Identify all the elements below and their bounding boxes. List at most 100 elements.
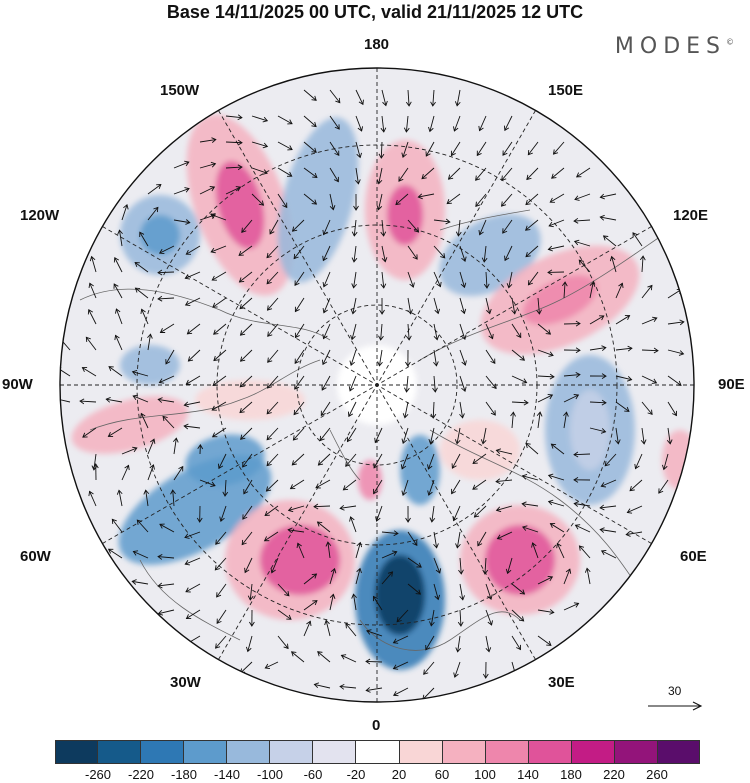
- wind-arrow-head: [578, 545, 585, 551]
- wind-arrow: [398, 167, 409, 182]
- wind-arrow-head: [455, 647, 462, 653]
- wind-arrow-head: [452, 515, 458, 522]
- wind-arrow: [525, 219, 539, 231]
- wind-arrow: [211, 271, 227, 281]
- wind-arrow: [478, 219, 487, 236]
- wind-arrow-head: [149, 438, 156, 444]
- wind-arrow: [249, 609, 255, 627]
- wind-arrow-head: [185, 614, 192, 620]
- wind-arrow-shaft: [406, 375, 409, 392]
- wind-arrow-shaft: [589, 347, 606, 351]
- colorbar-segment: [442, 740, 486, 764]
- wind-arrow: [658, 479, 669, 494]
- wind-arrow: [485, 401, 496, 416]
- wind-arrow-head: [239, 407, 245, 414]
- map-boundary: [59, 67, 695, 703]
- wind-arrow-shaft: [213, 323, 227, 335]
- anomaly-region: [485, 525, 555, 595]
- wind-arrow: [500, 193, 513, 207]
- wind-arrow-head: [505, 568, 512, 575]
- brand-name: MODES: [614, 34, 726, 59]
- wind-arrow: [294, 271, 305, 286]
- wind-arrow-shaft: [456, 89, 461, 106]
- wind-arrow: [355, 567, 362, 585]
- wind-arrow: [184, 271, 201, 280]
- wind-arrow: [629, 479, 643, 492]
- wind-arrow: [266, 401, 279, 415]
- wind-arrow-head: [92, 463, 99, 469]
- wind-arrow-shaft: [158, 609, 175, 615]
- anomaly-region: [120, 345, 180, 385]
- wind-arrow-head: [365, 687, 371, 693]
- wind-arrow-head: [264, 510, 270, 517]
- wind-arrow-shaft: [291, 651, 305, 663]
- wind-arrow: [316, 521, 331, 533]
- wind-arrow: [563, 372, 581, 378]
- wind-arrow-shaft: [537, 323, 551, 335]
- wind-arrow-shaft: [374, 427, 383, 443]
- wind-arrow: [199, 186, 216, 195]
- wind-arrow-head: [291, 460, 297, 466]
- wind-arrow-head: [525, 251, 531, 258]
- wind-arrow: [407, 271, 415, 288]
- wind-arrow-head: [547, 473, 554, 480]
- wind-arrow-head: [423, 669, 429, 675]
- wind-arrow-head: [358, 99, 364, 106]
- wind-arrow-shaft: [266, 245, 279, 258]
- wind-arrow: [313, 682, 331, 689]
- wind-arrow-head: [531, 542, 537, 548]
- wind-arrow-shaft: [475, 167, 487, 181]
- wind-arrow: [641, 401, 653, 416]
- wind-arrow-shaft: [327, 542, 331, 559]
- wind-arrow: [503, 115, 513, 132]
- wind-arrow: [478, 115, 487, 132]
- wind-arrow: [376, 193, 383, 211]
- wind-arrow: [527, 271, 539, 286]
- wind-arrow-head: [377, 361, 383, 367]
- wind-arrow-head: [296, 542, 302, 548]
- wind-arrow: [641, 316, 658, 325]
- wind-arrow-shaft: [162, 416, 175, 429]
- wind-arrow-shaft: [303, 141, 317, 153]
- wind-arrow-shaft: [459, 583, 464, 600]
- wind-arrow: [417, 193, 435, 200]
- wind-arrow-head: [401, 490, 407, 497]
- wind-arrow-head: [435, 568, 442, 574]
- wind-arrow-shaft: [378, 193, 383, 210]
- wind-arrow-head: [374, 437, 380, 444]
- wind-arrow-shaft: [213, 349, 227, 361]
- wind-arrow: [455, 531, 461, 549]
- wind-arrow-head: [311, 147, 317, 153]
- wind-arrow: [147, 183, 162, 195]
- wind-arrow: [459, 401, 465, 419]
- wind-arrow-head: [478, 125, 484, 132]
- wind-arrow-shaft: [433, 375, 436, 392]
- wind-arrow-shaft: [351, 323, 357, 340]
- wind-arrow: [427, 479, 435, 496]
- wind-arrow-head: [211, 432, 218, 438]
- wind-arrow-head: [132, 394, 138, 401]
- wind-arrow: [527, 141, 539, 156]
- wind-arrow: [407, 583, 422, 595]
- wind-arrow-head: [556, 542, 562, 549]
- wind-arrow: [615, 401, 630, 412]
- wind-arrow-shaft: [407, 245, 418, 260]
- wind-arrow: [159, 323, 175, 333]
- wind-arrow-shaft: [589, 401, 607, 404]
- wind-arrow: [457, 609, 464, 627]
- wind-arrow: [632, 232, 643, 247]
- wind-arrow-head: [215, 643, 221, 649]
- wind-arrow-head: [600, 549, 607, 556]
- wind-arrow-head: [375, 516, 381, 522]
- wind-arrow-shaft: [349, 375, 357, 392]
- wind-arrow-shaft: [482, 427, 487, 444]
- wind-arrow-shaft: [329, 141, 340, 156]
- wind-arrow: [247, 583, 254, 601]
- wind-arrow-head: [565, 568, 572, 574]
- wind-arrow-shaft: [216, 583, 227, 598]
- wind-arrow-head: [210, 213, 216, 219]
- wind-arrow-head: [624, 406, 630, 412]
- wind-arrow-head: [500, 201, 507, 207]
- wind-arrow-shaft: [243, 479, 253, 495]
- wind-arrow-shaft: [537, 609, 554, 613]
